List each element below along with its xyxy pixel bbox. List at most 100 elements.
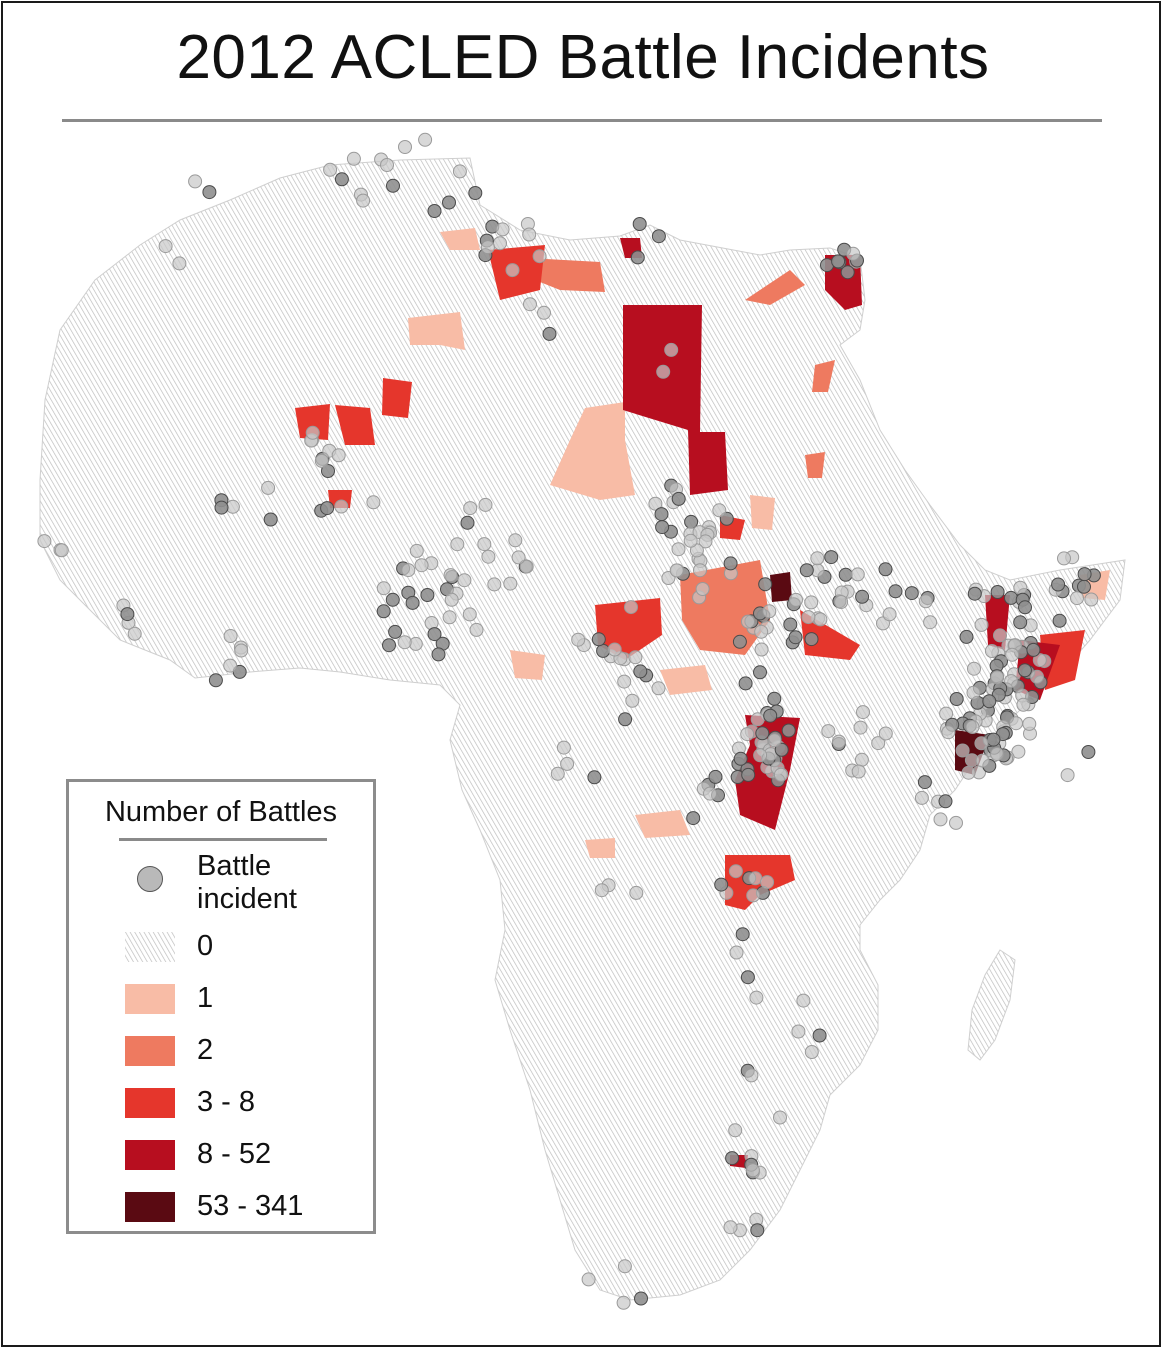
battle-incident-marker: [537, 305, 551, 320]
legend-swatch-0: [125, 932, 175, 962]
legend-label-5: 53 - 341: [197, 1190, 304, 1222]
battle-incident-marker: [442, 610, 457, 625]
battle-incident-marker: [37, 534, 52, 549]
battle-incident-marker: [871, 736, 886, 751]
battle-incident-marker: [450, 537, 465, 552]
battle-incident-marker: [846, 246, 861, 261]
battle-incident-marker: [655, 520, 670, 535]
battle-incident-marker: [420, 588, 435, 602]
battle-incident-marker: [878, 726, 893, 741]
battle-incident-marker: [990, 585, 1005, 599]
battle-incident-marker: [821, 724, 836, 739]
battle-incident-marker: [671, 542, 686, 557]
battle-incident-marker: [664, 342, 679, 357]
battle-incident-marker: [1060, 768, 1075, 783]
battle-incident-marker: [648, 496, 663, 511]
battle-incident-marker: [172, 256, 187, 271]
battle-incident-marker: [838, 567, 853, 582]
battle-incident-marker: [633, 664, 648, 679]
battle-incident-marker: [1013, 615, 1028, 630]
battle-incident-marker: [738, 676, 753, 691]
battle-incident-marker: [478, 497, 493, 512]
incident-layer: [37, 132, 1101, 1310]
legend-divider: [119, 838, 327, 841]
battle-incident-marker: [334, 172, 349, 187]
battle-incident-marker: [741, 614, 755, 629]
battle-incident-marker: [955, 743, 970, 758]
battle-incident-marker: [385, 592, 400, 607]
battle-incident-marker: [1084, 592, 1099, 607]
battle-incident-marker: [789, 592, 803, 607]
battle-incident-marker: [974, 736, 989, 751]
battle-incident-marker: [949, 815, 963, 830]
legend-label-1: 1: [197, 982, 214, 1014]
battle-incident-marker: [918, 594, 933, 609]
battle-incident-marker: [753, 665, 767, 680]
battle-incident-marker: [463, 501, 478, 516]
region-class-3: [295, 404, 330, 440]
battle-incident-marker: [801, 610, 816, 625]
battle-incident-marker: [1004, 674, 1019, 689]
battle-incident-marker: [914, 790, 929, 805]
battle-incident-marker: [703, 786, 717, 801]
battle-incident-marker: [54, 543, 69, 558]
region-class-1: [635, 810, 690, 838]
battle-incident-marker: [840, 265, 855, 280]
battle-incident-marker: [878, 562, 893, 577]
battle-incident-marker: [1077, 579, 1091, 594]
battle-incident-marker: [234, 643, 249, 658]
battle-incident-marker: [917, 775, 932, 790]
battle-incident-marker: [708, 769, 723, 784]
battle-incident-marker: [783, 617, 798, 632]
battle-incident-marker: [923, 615, 938, 630]
battle-incident-marker: [740, 970, 755, 985]
region-class-1: [550, 402, 635, 500]
battle-incident-marker: [712, 503, 727, 518]
battle-incident-marker: [431, 647, 446, 662]
battle-incident-marker: [993, 628, 1007, 643]
battle-incident-marker: [904, 586, 919, 601]
battle-incident-marker: [671, 491, 686, 506]
battle-incident-marker: [581, 1272, 596, 1287]
battle-incident-marker: [634, 1291, 648, 1306]
battle-incident-marker: [632, 217, 647, 231]
battle-incident-marker: [856, 705, 870, 720]
battle-incident-marker: [654, 507, 669, 522]
battle-incident-marker: [469, 622, 484, 637]
battle-incident-marker: [202, 185, 217, 200]
battle-incident-marker: [1018, 600, 1032, 615]
battle-incident-marker: [966, 685, 981, 700]
battle-incident-marker: [965, 720, 980, 734]
battle-incident-marker: [698, 534, 713, 549]
battle-incident-marker: [401, 563, 416, 578]
battle-incident-marker: [263, 512, 278, 527]
battle-incident-marker: [594, 883, 609, 898]
region-class-1: [660, 665, 712, 695]
battle-incident-marker: [1005, 647, 1020, 662]
battle-incident-marker: [882, 607, 897, 622]
battle-incident-marker: [398, 140, 412, 154]
battle-incident-marker: [127, 626, 142, 641]
battle-incident-marker: [556, 740, 571, 755]
battle-incident-marker: [796, 993, 811, 1008]
battle-incident-marker: [804, 1045, 819, 1059]
battle-incident-marker: [773, 1110, 787, 1125]
battle-incident-marker: [938, 794, 953, 809]
battle-incident-marker: [824, 550, 839, 565]
battle-incident-marker: [812, 1028, 827, 1043]
legend-label-0: 0: [197, 930, 214, 962]
battle-incident-marker: [854, 752, 869, 767]
battle-incident-marker: [723, 556, 738, 571]
battle-incident-marker: [788, 630, 803, 645]
battle-incident-marker: [628, 650, 643, 665]
battle-incident-marker: [418, 132, 433, 147]
battle-incident-marker: [591, 632, 606, 647]
battle-incident-marker: [741, 767, 756, 782]
battle-incident-marker: [376, 604, 391, 619]
battle-incident-marker: [982, 694, 997, 709]
battle-incident-marker: [1057, 551, 1071, 566]
battle-incident-marker: [990, 747, 1005, 761]
battle-incident-marker: [656, 364, 671, 379]
battle-incident-marker: [974, 617, 989, 632]
battle-incident-marker: [669, 563, 684, 578]
